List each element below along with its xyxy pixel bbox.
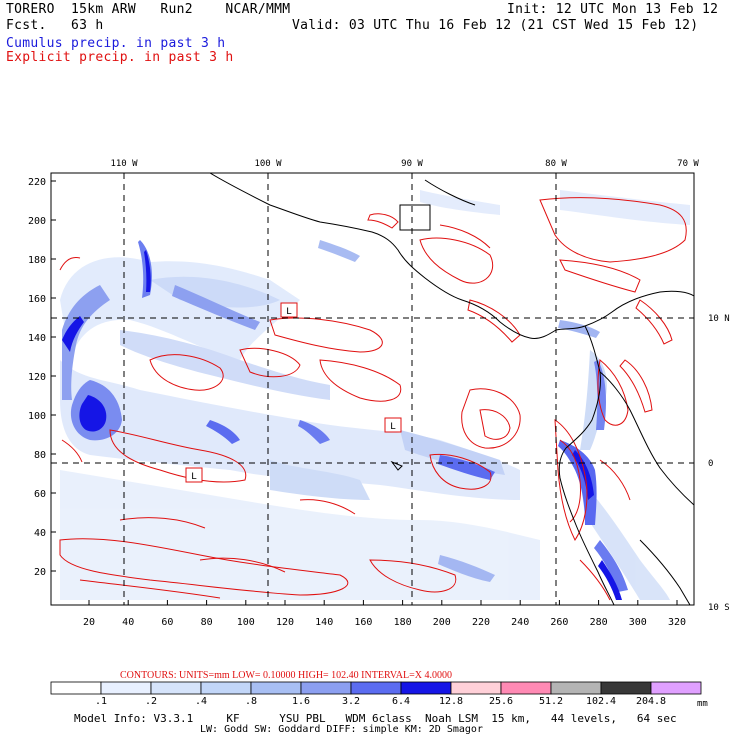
y-tick-label: 140 <box>28 333 46 344</box>
x-tick-label: 40 <box>122 617 134 628</box>
model-info-line1: Model Info: V3.3.1 KF YSU PBL WDM 6class… <box>74 712 677 725</box>
explicit-precip-contours <box>59 197 687 601</box>
legend-label: 6.4 <box>392 696 410 707</box>
legend-label: 3.2 <box>342 696 360 707</box>
contours-caption: CONTOURS: UNITS=mm LOW= 0.10000 HIGH= 10… <box>120 670 452 681</box>
x-tick-label: 80 <box>201 617 213 628</box>
y-tick-label: 40 <box>34 528 46 539</box>
lat-label-0: 0 <box>708 459 713 469</box>
x-tick-label: 160 <box>354 617 372 628</box>
y-tick-label: 220 <box>28 177 46 188</box>
low-marker-3: L <box>191 472 197 483</box>
y-tick-label: 120 <box>28 372 46 383</box>
y-tick-label: 80 <box>34 450 46 461</box>
x-tick-label: 300 <box>629 617 647 628</box>
x-tick-label: 200 <box>433 617 451 628</box>
legend-label: .8 <box>245 696 257 707</box>
x-tick-label: 240 <box>511 617 529 628</box>
x-tick-label: 280 <box>590 617 608 628</box>
legend-swatch <box>500 681 552 695</box>
lon-label-80w: 80 W <box>545 159 567 169</box>
legend-swatch <box>450 681 502 695</box>
legend-swatch <box>550 681 602 695</box>
lon-label-90w: 90 W <box>401 159 423 169</box>
x-tick-label: 60 <box>161 617 173 628</box>
legend-units: mm <box>697 699 708 709</box>
legend-swatch <box>600 681 652 695</box>
light-precip-shading <box>60 190 690 600</box>
legend-label: .2 <box>145 696 157 707</box>
y-tick-label: 160 <box>28 294 46 305</box>
heavy-precip-cores <box>62 250 622 600</box>
legend-label: .4 <box>195 696 207 707</box>
legend-label: 204.8 <box>636 696 666 707</box>
legend-label: 25.6 <box>489 696 513 707</box>
map-frame <box>50 172 695 606</box>
legend-swatch <box>100 681 152 695</box>
legend-label: 102.4 <box>586 696 616 707</box>
low-marker-2: L <box>390 422 396 433</box>
lon-label-110w: 110 W <box>110 159 138 169</box>
legend-swatch <box>250 681 302 695</box>
cumulus-label: Cumulus precip. in past 3 h <box>6 36 226 51</box>
low-pressure-markers <box>185 302 402 483</box>
x-tick-label: 100 <box>237 617 255 628</box>
y-tick-label: 100 <box>28 411 46 422</box>
model-info-line2: LW: Godd SW: Goddard DIFF: simple KM: 2D… <box>200 724 483 735</box>
y-tick-label: 20 <box>34 567 46 578</box>
model-title: TORERO 15km ARW Run2 NCAR/MMM <box>6 2 291 17</box>
legend-label: 12.8 <box>439 696 463 707</box>
y-tick-label: 60 <box>34 489 46 500</box>
x-tick-label: 260 <box>550 617 568 628</box>
forecast-hour: Fcst. 63 h <box>6 18 104 33</box>
y-tick-label: 180 <box>28 255 46 266</box>
legend-swatch <box>150 681 202 695</box>
lon-label-100w: 100 W <box>254 159 282 169</box>
legend-swatch <box>400 681 452 695</box>
x-tick-label: 180 <box>394 617 412 628</box>
lat-label-10s: 10 S <box>708 603 730 613</box>
legend-label: 1.6 <box>292 696 310 707</box>
coastlines <box>209 173 694 605</box>
lat-label-10n: 10 N <box>708 314 730 324</box>
x-axis-ticks: 20 40 60 80 100 120 140 160 180 200 220 240 260 280 30… <box>83 600 686 628</box>
valid-time: Valid: 03 UTC Thu 16 Feb 12 (21 CST Wed … <box>292 18 699 33</box>
x-tick-label: 120 <box>276 617 294 628</box>
lat-lon-grid <box>51 173 694 605</box>
x-tick-label: 20 <box>83 617 95 628</box>
x-tick-label: 320 <box>668 617 686 628</box>
color-legend: .1 .2 .4 .8 1.6 3.2 6.4 12.8 25.6 51.2 102.4 204.8 <box>50 681 702 707</box>
legend-swatch <box>200 681 252 695</box>
legend-label: 51.2 <box>539 696 563 707</box>
y-tick-label: 200 <box>28 216 46 227</box>
lon-label-70w: 70 W <box>677 159 699 169</box>
legend-swatch <box>650 681 702 695</box>
y-axis-ticks: 220 200 180 160 140 120 100 80 60 40 20 <box>28 177 56 578</box>
x-tick-label: 140 <box>315 617 333 628</box>
legend-swatch <box>300 681 352 695</box>
low-marker-1: L <box>286 307 292 318</box>
init-time: Init: 12 UTC Mon 13 Feb 12 <box>507 2 719 17</box>
legend-label: .1 <box>95 696 107 707</box>
legend-swatch <box>50 681 102 695</box>
legend-swatch <box>350 681 402 695</box>
explicit-label: Explicit precip. in past 3 h <box>6 50 234 65</box>
x-tick-label: 220 <box>472 617 490 628</box>
